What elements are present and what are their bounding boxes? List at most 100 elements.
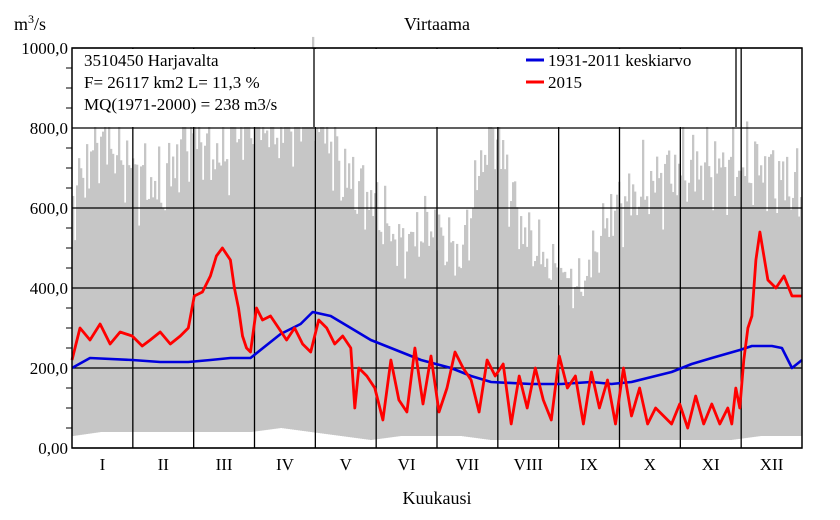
range-bar [102,131,105,432]
range-bar [768,156,771,436]
chart-title: Virtaama [404,14,470,34]
range-bar [142,165,145,432]
range-bar [278,158,281,429]
range-bar [462,244,465,437]
range-bar [374,193,377,440]
x-tick-label: IV [276,455,295,474]
range-bar [580,291,583,440]
range-bar [416,212,419,436]
range-bar [118,100,121,433]
range-bar [612,235,615,440]
range-bar [620,203,623,440]
range-bar [246,99,249,432]
y-axis-label: m3/s [14,12,46,34]
range-bar [526,246,529,440]
range-bar [450,242,453,436]
range-bar [366,191,369,440]
range-bar [104,95,107,432]
range-bar [512,182,515,440]
range-bar [500,169,503,440]
range-bar [226,159,229,432]
range-bar [702,200,705,440]
range-bar [312,36,315,433]
range-bar [270,94,273,430]
y-axis-unit-base: m [14,14,28,34]
range-bar [684,180,687,440]
range-bar [404,278,407,436]
range-bar [642,139,645,440]
range-bar [578,258,581,440]
range-bar [124,202,127,432]
range-bar [82,177,85,435]
range-bar [250,138,253,432]
range-bar [238,139,241,432]
range-bar [298,72,301,431]
range-bar [668,150,671,440]
range-bar [382,244,385,439]
range-bar [166,163,169,432]
range-bar [510,201,513,440]
range-bar [796,148,799,436]
range-bar [488,67,491,440]
range-bar [548,278,551,440]
range-bar [666,154,669,441]
range-bar [672,192,675,440]
range-bar [490,105,493,441]
x-tick-label: VII [456,455,480,474]
range-bar [190,101,193,432]
range-bar [508,226,511,440]
range-bar [694,191,697,440]
range-bar [228,195,231,432]
range-bar [180,139,183,432]
range-bar [528,212,531,440]
range-bar [774,198,777,436]
range-bar [696,151,699,440]
range-bar [322,107,325,434]
range-bar [432,237,435,436]
range-bar [788,196,791,436]
range-bar [152,197,155,432]
range-bar [310,80,313,433]
range-bar [212,159,215,432]
range-bar [430,231,433,436]
range-bar [460,268,463,436]
range-bar [300,141,303,431]
y-axis-unit-rest: /s [34,14,46,34]
range-bar [304,94,307,432]
range-bar [552,243,555,440]
x-tick-label: IX [580,455,598,474]
range-bar [530,230,533,440]
range-bar [406,251,409,436]
range-bar [350,188,353,438]
range-bar [728,159,731,440]
range-bar [604,228,607,440]
x-tick-label: II [158,455,170,474]
range-bar [72,195,75,436]
range-bar [494,169,497,440]
range-bar [326,117,329,435]
range-bar [738,170,741,439]
range-bar [466,209,469,437]
range-bar [110,148,113,432]
range-bar [78,158,81,436]
x-tick-label: III [216,455,233,474]
range-bar [90,151,93,434]
range-bar [196,149,199,432]
range-bar [742,167,745,439]
range-bar [208,94,211,432]
y-tick-label: 400,0 [30,279,68,298]
range-bar [428,245,431,436]
y-tick-label: 600,0 [30,199,68,218]
range-bar [652,180,655,440]
range-bar [518,249,521,440]
range-bar [348,163,351,438]
range-bar [686,201,689,440]
x-tick-label: VI [398,455,416,474]
range-bar [202,179,205,432]
range-bar [134,164,137,432]
range-bar [222,117,225,432]
range-bar [770,154,773,436]
range-bar [380,231,383,439]
range-bar [532,266,535,440]
